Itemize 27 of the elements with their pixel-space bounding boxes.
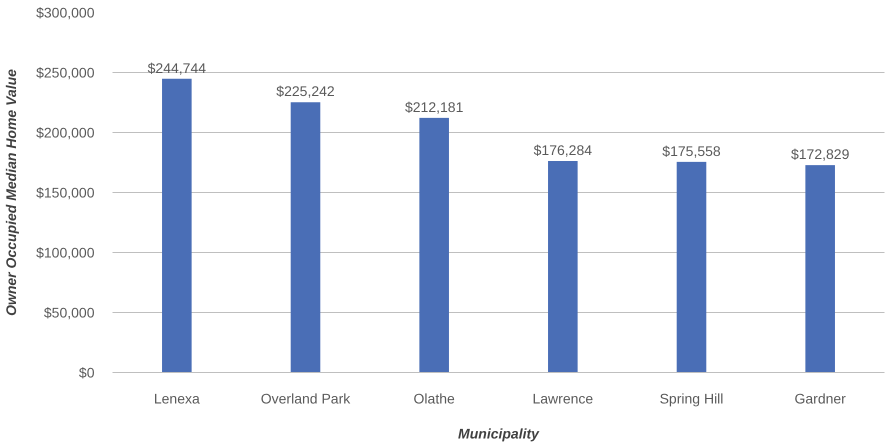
x-tick-label: Spring Hill xyxy=(660,390,724,406)
y-tick-label: $150,000 xyxy=(36,184,95,200)
x-tick-label: Lenexa xyxy=(154,390,200,406)
bar xyxy=(676,162,706,372)
x-tick-label: Overland Park xyxy=(260,390,352,406)
x-tick-label: Gardner xyxy=(794,390,846,406)
data-label: $225,242 xyxy=(276,83,335,100)
y-tick-label: $100,000 xyxy=(36,244,95,260)
bar xyxy=(162,78,192,372)
data-label: $212,181 xyxy=(404,98,464,115)
y-axis-title: Owner Occupied Median Home Value xyxy=(3,68,20,316)
data-label: $172,829 xyxy=(790,146,850,162)
data-label: $176,284 xyxy=(534,142,592,158)
y-tick-label: $300,000 xyxy=(36,4,95,20)
x-tick-label: Lawrence xyxy=(532,390,594,406)
bar xyxy=(548,160,578,372)
x-tick-label: Olathe xyxy=(414,390,456,406)
y-tick-label: $250,000 xyxy=(36,64,95,80)
bar xyxy=(290,102,320,372)
bar xyxy=(419,118,449,372)
data-label: $244,744 xyxy=(148,60,206,76)
data-label: $175,558 xyxy=(662,142,721,159)
x-axis-title: Municipality xyxy=(458,426,540,442)
y-tick-label: $50,000 xyxy=(44,304,95,320)
y-tick-label: $0 xyxy=(78,364,95,380)
y-tick-label: $200,000 xyxy=(36,124,95,140)
bar xyxy=(805,165,835,372)
